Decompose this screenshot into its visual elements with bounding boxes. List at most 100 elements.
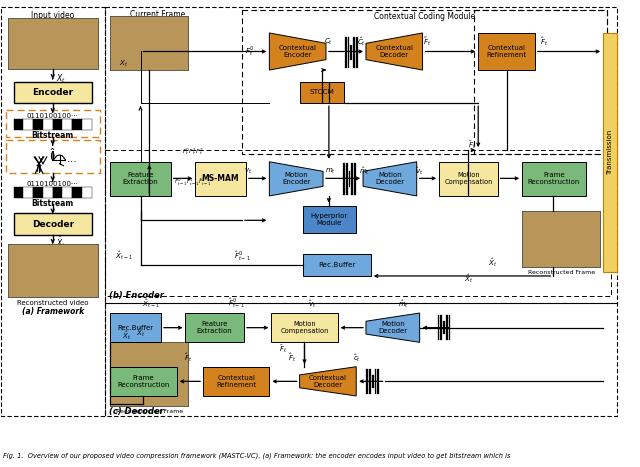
Text: Current Frame: Current Frame — [130, 9, 185, 19]
Bar — [13, 213, 92, 235]
Bar — [438, 315, 440, 340]
Text: $\hat{c}_t$: $\hat{c}_t$ — [353, 352, 361, 364]
Bar — [13, 82, 92, 103]
Bar — [378, 368, 379, 394]
Bar — [449, 315, 451, 340]
Text: $\hat{X}_t$: $\hat{X}_t$ — [464, 272, 473, 284]
Bar — [203, 367, 269, 396]
Text: (c) Decoder: (c) Decoder — [109, 406, 164, 416]
Bar — [303, 205, 356, 233]
Bar — [356, 37, 358, 68]
Text: Contextual
Refinement: Contextual Refinement — [486, 45, 527, 58]
Text: $\hat{F}_t$: $\hat{F}_t$ — [540, 35, 548, 48]
Bar — [354, 163, 356, 195]
Text: Reconstructed Frame: Reconstructed Frame — [527, 270, 595, 275]
Bar — [367, 368, 368, 394]
Bar — [110, 367, 177, 396]
Bar — [52, 119, 63, 129]
Text: $\tilde{F}_t$: $\tilde{F}_t$ — [423, 35, 431, 48]
Polygon shape — [300, 367, 356, 396]
Text: Fig. 1.  Overview of our proposed video compression framework (MASTC-VC). (a) Fr: Fig. 1. Overview of our proposed video c… — [3, 453, 511, 459]
Bar — [43, 187, 52, 198]
Bar — [1, 7, 106, 417]
Bar — [369, 368, 371, 394]
Bar — [110, 342, 188, 406]
Bar — [351, 45, 352, 60]
Text: Decoder: Decoder — [31, 220, 74, 229]
Bar — [8, 18, 97, 69]
Bar — [440, 315, 442, 340]
Text: $\hat{F}_t$: $\hat{F}_t$ — [288, 351, 296, 364]
Bar — [72, 119, 82, 129]
Text: $\hat{X}_t$: $\hat{X}_t$ — [488, 256, 497, 269]
Bar — [8, 244, 97, 297]
Bar — [348, 37, 349, 68]
Text: $\bar{F}_t$: $\bar{F}_t$ — [279, 343, 287, 355]
Bar — [13, 119, 24, 129]
Bar — [353, 37, 355, 68]
Bar — [474, 9, 607, 154]
Bar — [110, 313, 161, 342]
Text: Motion
Compensation: Motion Compensation — [444, 172, 493, 185]
Text: 0110100100···: 0110100100··· — [27, 181, 79, 187]
Text: $\hat{X}_t$: $\hat{X}_t$ — [56, 234, 65, 250]
Bar — [443, 321, 445, 334]
Text: $\hat{m}_t$: $\hat{m}_t$ — [398, 298, 409, 310]
Bar — [52, 187, 63, 198]
Bar — [522, 162, 586, 196]
Text: $\hat{F}_t$: $\hat{F}_t$ — [184, 351, 192, 364]
Bar — [82, 119, 92, 129]
Bar — [13, 187, 24, 198]
Bar — [271, 313, 338, 342]
Text: $X_t$: $X_t$ — [119, 59, 128, 69]
Text: Reconstructed Frame: Reconstructed Frame — [116, 409, 183, 414]
Text: $v_t$: $v_t$ — [244, 167, 252, 176]
Bar — [603, 33, 617, 272]
Bar — [349, 171, 350, 187]
Text: $\hat{v}_t$: $\hat{v}_t$ — [308, 298, 316, 310]
Text: Frame
Reconstruction: Frame Reconstruction — [117, 375, 170, 388]
Bar — [8, 18, 97, 69]
Bar — [374, 368, 376, 394]
Text: Reconstructed video: Reconstructed video — [17, 300, 88, 306]
Polygon shape — [269, 162, 323, 196]
Bar — [63, 119, 72, 129]
Text: $\hat{F}_{t-1}^0$: $\hat{F}_{t-1}^0$ — [234, 249, 250, 263]
Bar — [6, 110, 100, 137]
Text: $C_t$: $C_t$ — [324, 36, 333, 47]
Text: $F_t^0F_t^1F_t^2$: $F_t^0F_t^1F_t^2$ — [182, 146, 204, 157]
Text: MS-MAM: MS-MAM — [202, 174, 239, 184]
Text: Motion
Decoder: Motion Decoder — [378, 321, 408, 334]
Bar — [478, 33, 535, 70]
Text: $F_t^0$: $F_t^0$ — [245, 45, 255, 58]
Bar — [6, 140, 100, 173]
Bar — [345, 37, 347, 68]
Polygon shape — [366, 313, 420, 342]
Bar — [522, 211, 600, 267]
Bar — [110, 16, 188, 70]
Text: Rec.Buffer: Rec.Buffer — [118, 325, 154, 331]
Text: $\mathbf{\hat{(}\!\!)}$: $\mathbf{\hat{(}\!\!)}$ — [49, 146, 56, 163]
Text: $\hat{C}_t$: $\hat{C}_t$ — [357, 35, 366, 48]
Bar — [186, 313, 244, 342]
Text: Feature
Extraction: Feature Extraction — [123, 172, 159, 185]
Bar — [439, 162, 498, 196]
Text: $m_t$: $m_t$ — [325, 167, 336, 176]
Text: (a) Framework: (a) Framework — [22, 307, 84, 316]
Text: Feature
Extraction: Feature Extraction — [197, 321, 232, 334]
Text: $\hat{F}_{t-1}^0\hat{F}_{t-1}^1\hat{F}_{t-1}^2$: $\hat{F}_{t-1}^0\hat{F}_{t-1}^1\hat{F}_{… — [175, 177, 212, 188]
Bar — [82, 187, 92, 198]
Text: $\hat{v}_t$: $\hat{v}_t$ — [415, 166, 424, 177]
Text: Frame
Reconstruction: Frame Reconstruction — [527, 172, 580, 185]
Text: Contextual Coding Module: Contextual Coding Module — [374, 13, 475, 21]
Bar — [8, 244, 97, 297]
Text: Contextual
Decoder: Contextual Decoder — [309, 375, 347, 388]
Text: Contextual
Refinement: Contextual Refinement — [216, 375, 256, 388]
Text: STCCM: STCCM — [309, 90, 334, 95]
Bar — [303, 255, 371, 276]
Text: $\hat{F}_{t-1}^0$: $\hat{F}_{t-1}^0$ — [228, 297, 244, 310]
Text: Encoder: Encoder — [32, 88, 73, 97]
Bar — [72, 187, 82, 198]
Bar — [242, 9, 607, 154]
Bar — [446, 315, 447, 340]
